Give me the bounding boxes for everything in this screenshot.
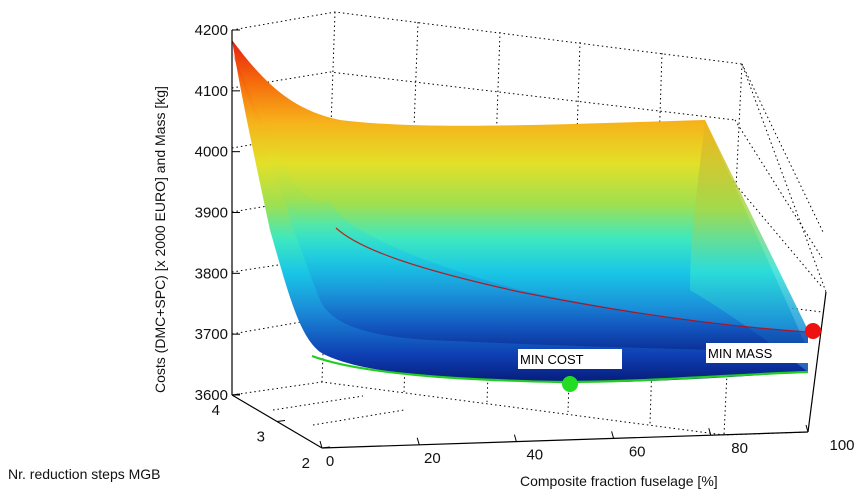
y-tick-mark — [321, 446, 331, 449]
x-tick-label: 100 — [829, 437, 854, 454]
mass-surface — [232, 52, 808, 352]
z-tick-label: 4100 — [195, 83, 228, 100]
x-tick-mark — [319, 440, 323, 449]
x-tick-label: 20 — [424, 450, 441, 467]
x-tick-label: 60 — [629, 443, 646, 460]
x-tick-mark — [708, 428, 712, 436]
x-tick-label: 40 — [526, 447, 543, 464]
z-tick-label: 3700 — [195, 326, 228, 343]
min-mass-marker — [805, 323, 821, 339]
y-tick-label: 2 — [302, 455, 310, 472]
y-tick-label: 3 — [257, 429, 265, 446]
z-tick-label: 3900 — [195, 205, 228, 222]
x-tick-label: 0 — [326, 453, 334, 470]
cost-surface-right-face — [690, 120, 808, 372]
min-cost-label: MIN COST — [520, 352, 584, 367]
annotation-min-cost: MIN COST — [518, 349, 622, 392]
min-mass-label: MIN MASS — [708, 346, 773, 361]
z-axis-label: Costs (DMC+SPC) [x 2000 EURO] and Mass [… — [152, 86, 168, 393]
z-tick-label: 4000 — [195, 144, 228, 161]
cost-min-edge — [311, 354, 809, 384]
surface-plot — [232, 40, 809, 384]
x-axis-label: Composite fraction fuselage [%] — [520, 473, 718, 489]
mass-min-edge — [335, 227, 809, 333]
y-tick-label: 4 — [212, 402, 220, 419]
x-tick-label: 80 — [731, 440, 748, 457]
x-axis-ticks: 0 20 40 60 80 100 — [319, 424, 854, 470]
z-axis-ticks: 3600 3700 3800 3900 4000 4100 4200 — [195, 22, 240, 404]
min-cost-marker — [562, 376, 578, 392]
x-tick-mark — [611, 431, 615, 439]
z-tick-label: 3800 — [195, 265, 228, 282]
y-axis-ticks: 2 3 4 — [212, 393, 331, 472]
y-tick-mark — [276, 420, 286, 422]
z-tick-label: 4200 — [195, 22, 228, 39]
y-tick-mark — [231, 393, 241, 396]
annotation-min-mass: MIN MASS — [706, 323, 821, 363]
z-tick-label: 3600 — [195, 387, 228, 404]
x-tick-mark — [416, 437, 420, 445]
x-tick-mark — [805, 424, 809, 433]
y-axis-label: Nr. reduction steps MGB — [8, 466, 161, 482]
x-tick-mark — [513, 434, 517, 442]
